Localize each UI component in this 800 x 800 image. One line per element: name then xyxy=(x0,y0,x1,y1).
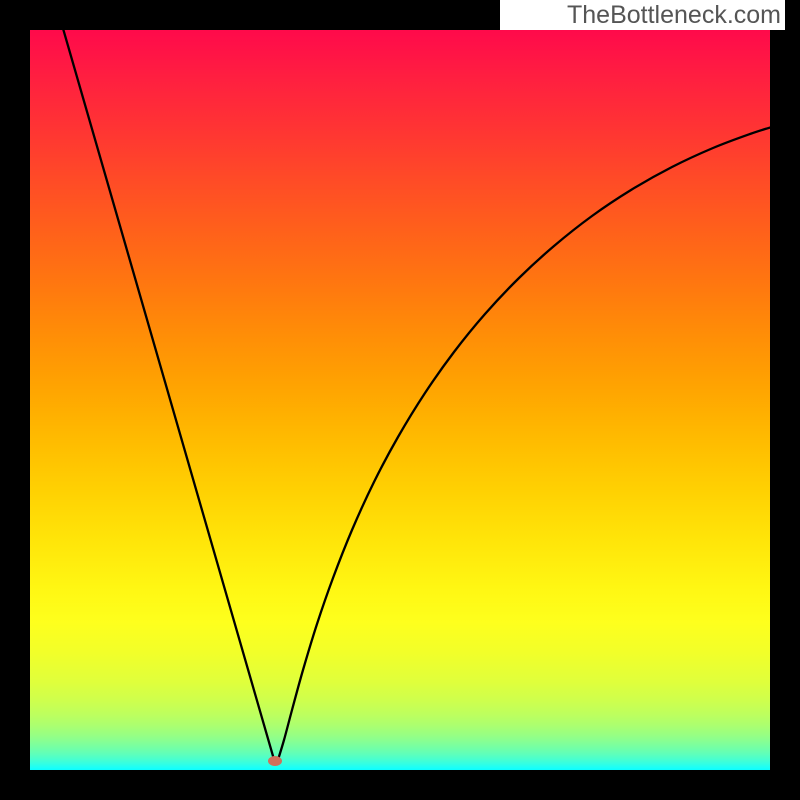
plot-area xyxy=(30,30,770,770)
optimum-marker xyxy=(268,756,282,766)
chart-stage: TheBottleneck.com xyxy=(0,0,800,800)
watermark-label: TheBottleneck.com xyxy=(500,0,785,30)
bottleneck-curve xyxy=(30,30,770,770)
